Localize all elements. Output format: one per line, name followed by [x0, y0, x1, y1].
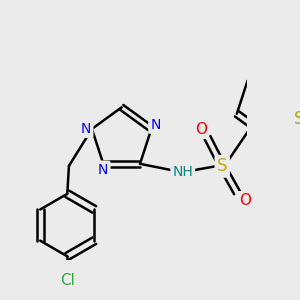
Text: S: S [217, 157, 227, 175]
Text: N: N [98, 163, 109, 177]
Text: NH: NH [172, 165, 193, 179]
Text: O: O [239, 193, 251, 208]
Text: O: O [195, 122, 207, 137]
Text: S: S [294, 110, 300, 128]
Text: Cl: Cl [60, 273, 75, 288]
Text: N: N [150, 118, 161, 132]
Text: N: N [81, 122, 92, 136]
